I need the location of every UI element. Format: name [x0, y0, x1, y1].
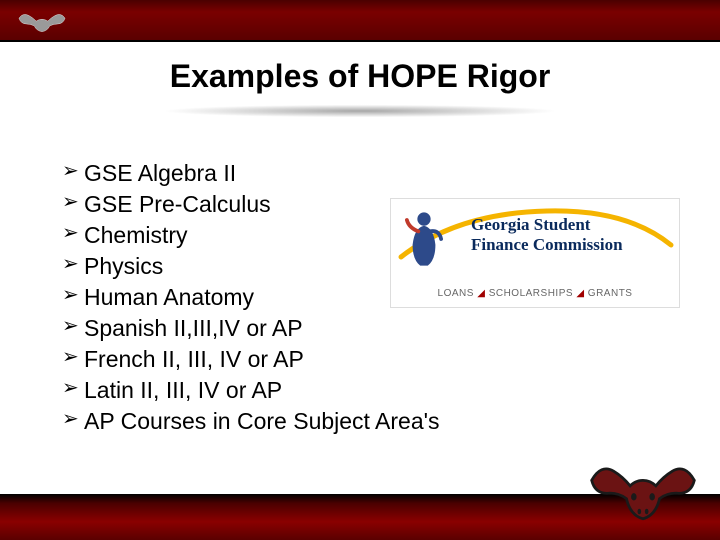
list-item: Latin II, III, IV or AP: [62, 375, 680, 406]
gsfc-line1: Georgia Student: [471, 215, 623, 235]
gsfc-subtitle: LOANS ◢ SCHOLARSHIPS ◢ GRANTS: [391, 288, 679, 299]
list-item: Spanish II,III,IV or AP: [62, 313, 680, 344]
list-item: French II, III, IV or AP: [62, 344, 680, 375]
longhorn-icon-top: [18, 8, 66, 40]
header-bar: [0, 0, 720, 42]
gsfc-divider-icon: ◢: [477, 288, 488, 299]
gsfc-sub-scholarships: SCHOLARSHIPS: [489, 288, 573, 299]
list-item: GSE Algebra II: [62, 158, 680, 189]
title-shadow: [80, 102, 640, 120]
list-item: AP Courses in Core Subject Area's: [62, 406, 680, 437]
gsfc-line2: Finance Commission: [471, 235, 623, 255]
longhorn-icon-bottom: [588, 456, 698, 534]
gsfc-sub-loans: LOANS: [438, 288, 474, 299]
slide-title: Examples of HOPE Rigor: [0, 58, 720, 95]
title-area: Examples of HOPE Rigor: [0, 58, 720, 95]
gsfc-title: Georgia Student Finance Commission: [471, 215, 623, 254]
gsfc-person-icon: [405, 209, 443, 269]
gsfc-divider-icon: ◢: [576, 288, 587, 299]
gsfc-logo-box: Georgia Student Finance Commission LOANS…: [390, 198, 680, 308]
gsfc-sub-grants: GRANTS: [588, 288, 633, 299]
